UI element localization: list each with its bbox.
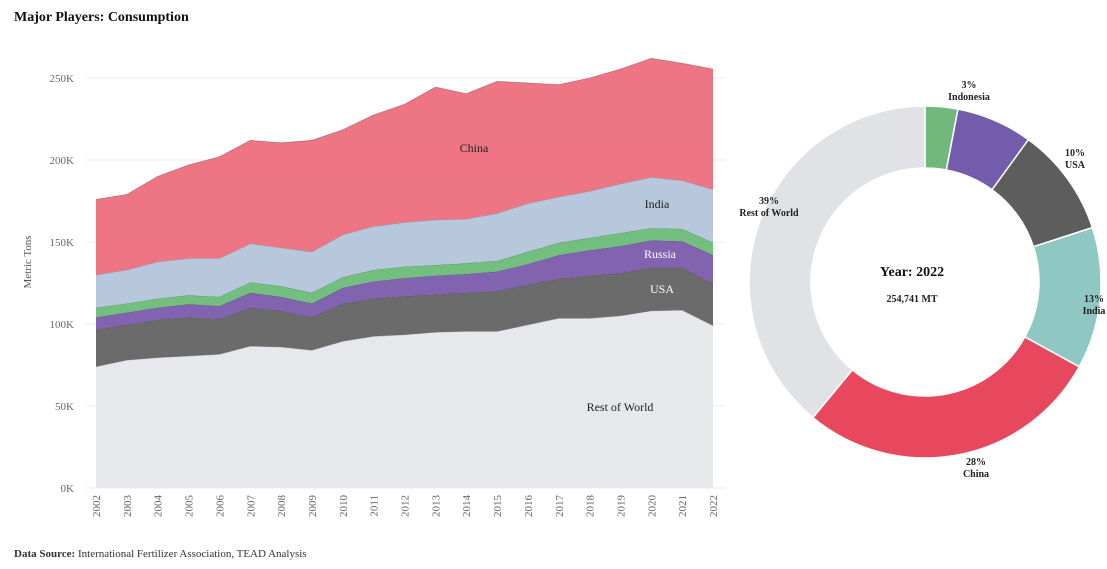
y-axis: 0K 50K 100K 150K 200K 250K [50,73,75,495]
slice-label-name: India [1083,306,1106,317]
slice-label-name: Indonesia [948,92,990,103]
x-tick-label: 2005 [184,495,196,518]
slice-label-percent: 3% [962,80,977,91]
slice-china [811,335,1081,459]
series-label-russia: Russia [644,247,677,261]
donut-center-value: 254,741 MT [886,294,937,305]
slice-label-percent: 10% [1065,148,1085,159]
series-label-china: China [460,141,489,155]
slice-label: 28% China [963,457,989,480]
y-tick-label: 250K [50,73,75,85]
x-tick-label: 2020 [646,495,658,518]
x-tick-label: 2019 [615,495,627,518]
slice-rest-of-world [748,105,926,419]
x-tick-label: 2006 [214,495,226,518]
area-india [96,177,713,308]
series-label-india: India [645,197,670,211]
x-tick-label: 2004 [153,495,165,518]
series-label-rest-of-world: Rest of World [587,400,654,414]
area-green-series [96,228,713,318]
slice-label-name: China [963,469,989,480]
x-tick-label: 2013 [430,495,442,518]
x-tick-label: 2007 [245,495,257,518]
x-tick-label: 2015 [492,495,504,518]
slice-label: 39% Rest of World [739,196,799,219]
area-china [96,58,713,275]
area-line-china [95,57,714,200]
y-tick-label: 100K [50,319,75,331]
x-tick-label: 2008 [276,495,288,518]
y-tick-label: 50K [55,401,74,413]
area-usa [96,267,713,367]
x-tick-label: 2018 [585,495,597,518]
area-russia [96,240,713,330]
donut-slices [748,105,1102,459]
data-source-note: Data Source: International Fertilizer As… [14,548,307,560]
slice-label: 10% USA [1065,148,1086,171]
x-tick-label: 2016 [523,495,535,518]
x-tick-label: 2014 [461,495,473,518]
slice-label-percent: 13% [1084,294,1104,305]
slice-label-percent: 39% [759,196,779,207]
source-label: Data Source: [14,548,76,560]
x-tick-label: 2012 [400,495,412,517]
slice-label: 3% Indonesia [948,80,990,103]
slice-label: 13% India [1083,294,1106,317]
area-rest-of-world [96,310,713,488]
y-tick-label: 150K [50,237,75,249]
page-title: Major Players: Consumption [14,10,189,25]
x-tick-label: 2011 [369,495,381,517]
x-tick-label: 2003 [122,495,134,518]
y-tick-label: 0K [61,483,75,495]
source-text: International Fertilizer Association, TE… [77,548,307,560]
x-tick-label: 2010 [338,495,350,518]
x-tick-label: 2022 [708,495,720,517]
series-labels: China India Russia USA Rest of World [460,141,677,414]
slice-label-name: USA [1065,160,1086,171]
donut-center-title: Year: 2022 [880,265,944,280]
x-axis: 2002 2003 2004 2005 2006 2007 2008 2009 2010 2011… [91,495,720,518]
x-tick-label: 2017 [554,495,566,518]
series-label-usa: USA [650,282,674,296]
y-axis-label: Metric Tons [22,235,34,288]
x-tick-label: 2009 [307,495,319,518]
slice-label-name: Rest of World [739,208,799,219]
area-series-layer [95,57,714,488]
x-tick-label: 2021 [677,495,689,517]
slice-label-percent: 28% [966,457,986,468]
donut-labels: 3% Indonesia 10% USA 13% India 28% China 39% Rest… [739,80,1105,480]
y-tick-label: 200K [50,155,75,167]
x-tick-label: 2002 [91,495,103,517]
